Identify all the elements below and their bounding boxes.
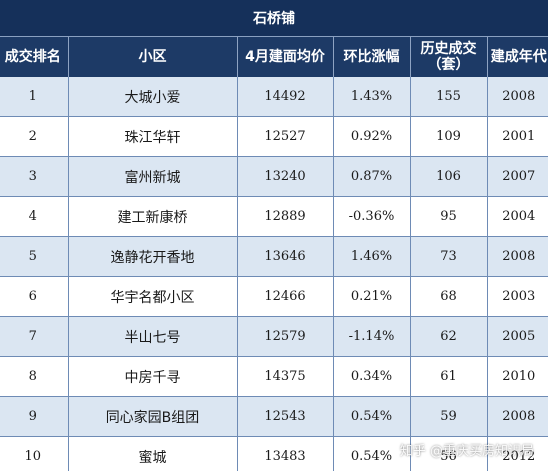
table-row: 7 半山七号 12579 -1.14% 62 2005 xyxy=(0,316,548,357)
rank-cell: 3 xyxy=(0,156,68,197)
header-avg-price: 4月建面均价 xyxy=(236,36,333,77)
history-deals-cell: 109 xyxy=(409,116,487,157)
table-row: 8 中房千寻 14375 0.34% 61 2010 xyxy=(0,356,548,397)
mom-change-cell: 0.34% xyxy=(332,356,410,397)
rank-cell: 10 xyxy=(0,436,68,471)
header-history-deals: 历史成交 （套） xyxy=(409,36,487,77)
avg-price-cell: 12579 xyxy=(236,316,333,357)
avg-price-cell: 13483 xyxy=(236,436,333,471)
history-deals-cell: 106 xyxy=(409,156,487,197)
rank-cell: 6 xyxy=(0,276,68,317)
rank-cell: 2 xyxy=(0,116,68,157)
community-name-cell: 半山七号 xyxy=(67,316,237,357)
history-deals-cell: 56 xyxy=(409,436,487,471)
avg-price-cell: 14492 xyxy=(236,77,333,117)
avg-price-cell: 14375 xyxy=(236,356,333,397)
community-name-cell: 逸静花开香地 xyxy=(67,236,237,277)
table-row: 9 同心家园B组团 12543 0.54% 59 2008 xyxy=(0,396,548,437)
history-deals-cell: 62 xyxy=(409,316,487,357)
table-row: 5 逸静花开香地 13646 1.46% 73 2008 xyxy=(0,236,548,277)
built-year-cell: 2004 xyxy=(486,196,548,237)
mom-change-cell: 1.46% xyxy=(332,236,410,277)
history-deals-cell: 61 xyxy=(409,356,487,397)
built-year-cell: 2008 xyxy=(486,77,548,117)
mom-change-cell: 0.54% xyxy=(332,396,410,437)
header-built-year: 建成年代 xyxy=(486,36,548,77)
avg-price-cell: 13240 xyxy=(236,156,333,197)
community-name-cell: 富州新城 xyxy=(67,156,237,197)
mom-change-cell: 0.87% xyxy=(332,156,410,197)
avg-price-cell: 12466 xyxy=(236,276,333,317)
built-year-cell: 2008 xyxy=(486,396,548,437)
built-year-cell: 2010 xyxy=(486,356,548,397)
rank-cell: 5 xyxy=(0,236,68,277)
mom-change-cell: -1.14% xyxy=(332,316,410,357)
community-name-cell: 建工新康桥 xyxy=(67,196,237,237)
rank-cell: 4 xyxy=(0,196,68,237)
history-deals-cell: 59 xyxy=(409,396,487,437)
history-deals-cell: 68 xyxy=(409,276,487,317)
community-name-cell: 蜜城 xyxy=(67,436,237,471)
rank-cell: 1 xyxy=(0,77,68,117)
built-year-cell: 2007 xyxy=(486,156,548,197)
table-title: 石桥铺 xyxy=(0,0,548,37)
table-row: 1 大城小爱 14492 1.43% 155 2008 xyxy=(0,77,548,117)
mom-change-cell: -0.36% xyxy=(332,196,410,237)
avg-price-cell: 12527 xyxy=(236,116,333,157)
table-row: 3 富州新城 13240 0.87% 106 2007 xyxy=(0,156,548,197)
watermark: 知乎 @重庆买房知识局 xyxy=(399,444,534,459)
built-year-cell: 2003 xyxy=(486,276,548,317)
community-name-cell: 珠江华轩 xyxy=(67,116,237,157)
rank-cell: 9 xyxy=(0,396,68,437)
mom-change-cell: 1.43% xyxy=(332,77,410,117)
table-row: 4 建工新康桥 12889 -0.36% 95 2004 xyxy=(0,196,548,237)
header-row: 成交排名 小区 4月建面均价 环比涨幅 历史成交 （套） 建成年代 xyxy=(0,36,548,77)
built-year-cell: 2005 xyxy=(486,316,548,357)
built-year-cell: 2001 xyxy=(486,116,548,157)
community-name-cell: 华宇名都小区 xyxy=(67,276,237,317)
avg-price-cell: 12889 xyxy=(236,196,333,237)
rank-cell: 8 xyxy=(0,356,68,397)
table-row: 10 蜜城 13483 0.54% 56 2012 xyxy=(0,436,548,471)
history-deals-cell: 95 xyxy=(409,196,487,237)
mom-change-cell: 0.92% xyxy=(332,116,410,157)
header-community: 小区 xyxy=(67,36,237,77)
community-name-cell: 中房千寻 xyxy=(67,356,237,397)
header-rank: 成交排名 xyxy=(0,36,68,77)
community-name-cell: 大城小爱 xyxy=(67,77,237,117)
built-year-cell: 2008 xyxy=(486,236,548,277)
avg-price-cell: 12543 xyxy=(236,396,333,437)
table-body: 1 大城小爱 14492 1.43% 155 2008 2 珠江华轩 12527 0.92% 109… xyxy=(0,77,548,471)
community-name-cell: 同心家园B组团 xyxy=(67,396,237,437)
avg-price-cell: 13646 xyxy=(236,236,333,277)
title-row: 石桥铺 xyxy=(0,0,548,37)
built-year-cell: 2012 xyxy=(486,436,548,471)
table-row: 2 珠江华轩 12527 0.92% 109 2001 xyxy=(0,116,548,157)
mom-change-cell: 0.21% xyxy=(332,276,410,317)
mom-change-cell: 0.54% xyxy=(332,436,410,471)
history-deals-cell: 73 xyxy=(409,236,487,277)
rank-cell: 7 xyxy=(0,316,68,357)
history-deals-cell: 155 xyxy=(409,77,487,117)
header-mom-change: 环比涨幅 xyxy=(332,36,410,77)
table-row: 6 华宇名都小区 12466 0.21% 68 2003 xyxy=(0,276,548,317)
